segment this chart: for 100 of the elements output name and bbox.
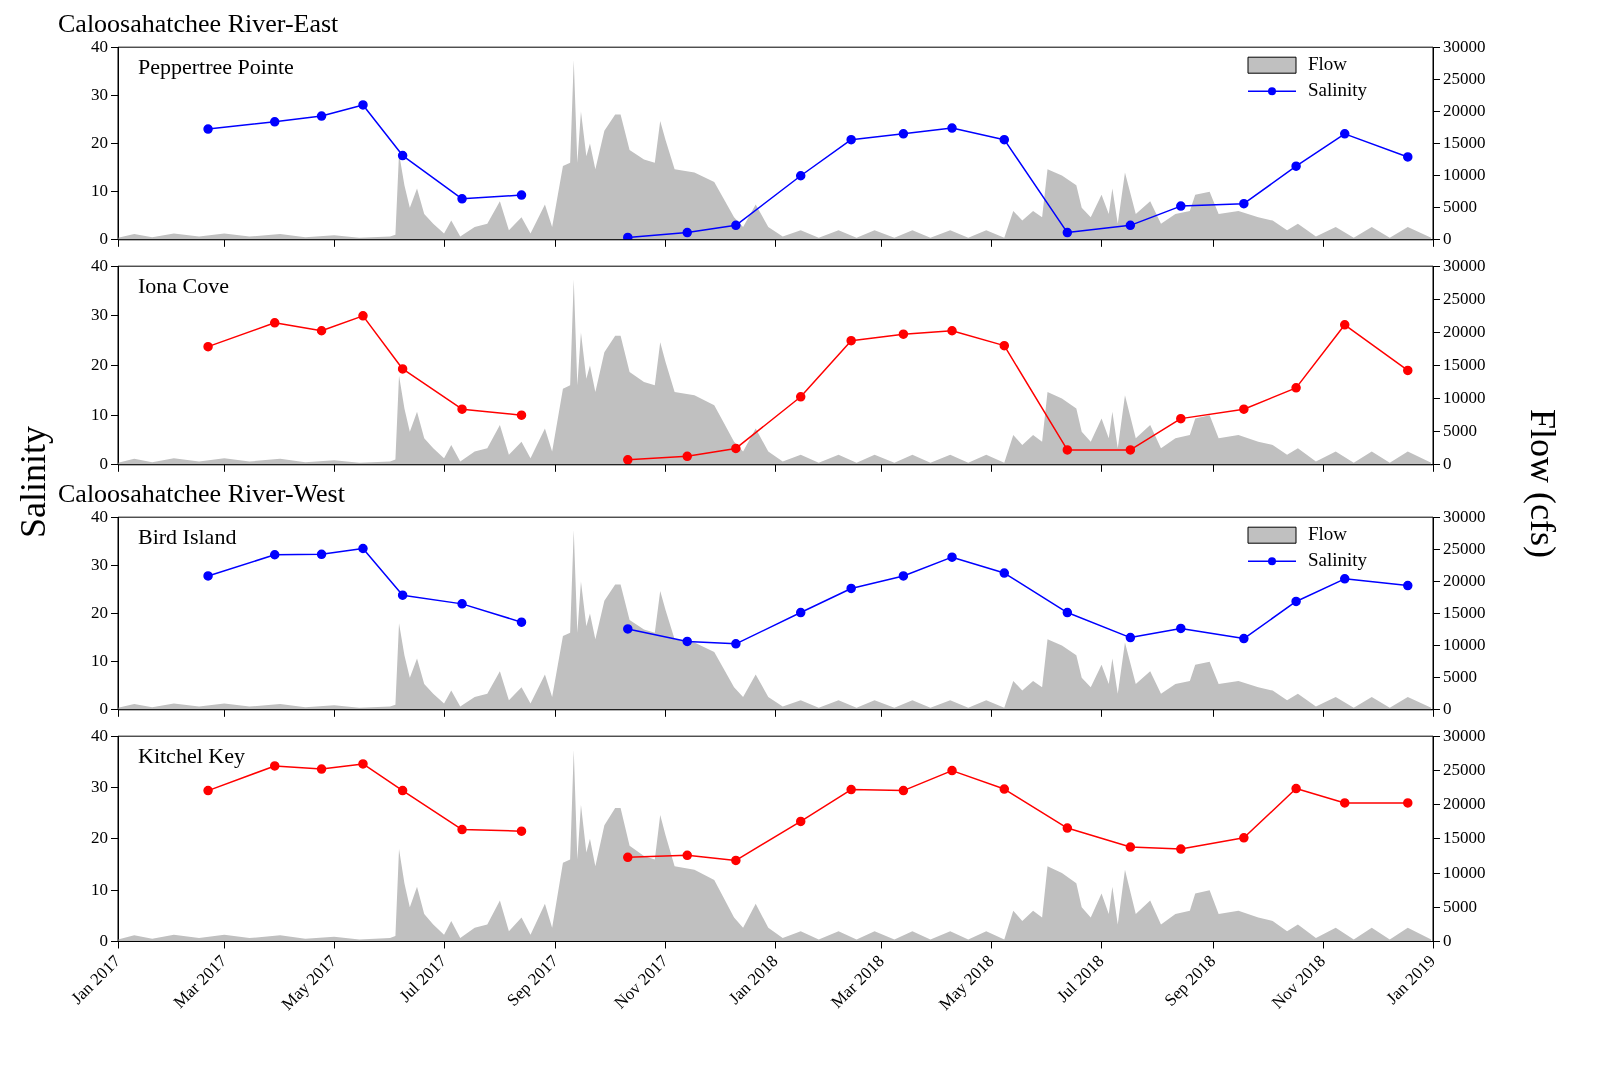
y2-tick-label: 5000 (1443, 896, 1477, 916)
point (358, 759, 368, 769)
y2-tick-label: 30000 (1443, 36, 1486, 56)
y-axis-title: Salinity (12, 425, 54, 538)
point (682, 850, 692, 861)
y-tick-label: 0 (99, 229, 108, 249)
point (999, 568, 1010, 578)
y-tick-label: 10 (91, 651, 108, 671)
point (795, 392, 806, 402)
point (316, 111, 327, 121)
y-tick-label: 40 (91, 506, 108, 526)
point (1176, 844, 1186, 854)
point (795, 171, 806, 181)
point (203, 785, 213, 796)
point (516, 410, 527, 420)
y-tick-label: 20 (91, 602, 108, 622)
point (316, 764, 327, 774)
y2-tick-label: 5000 (1443, 421, 1477, 441)
point (1125, 632, 1136, 643)
y2-tick-label: 15000 (1443, 602, 1486, 622)
point (999, 784, 1010, 794)
y2-tick-label: 20000 (1443, 321, 1486, 341)
y-tick-label: 20 (91, 132, 108, 152)
y2-tick-label: 15000 (1443, 132, 1486, 152)
chart-subtitle: Kitchel Key (138, 742, 245, 768)
point (1176, 413, 1186, 424)
point (999, 340, 1010, 351)
point (999, 134, 1010, 145)
point (1062, 445, 1073, 455)
y-tick-label: 30 (91, 84, 108, 104)
y2-tick-label: 15000 (1443, 828, 1486, 848)
y-tick-label: 40 (91, 725, 108, 745)
y-tick-label: 0 (99, 930, 108, 950)
point (682, 227, 692, 238)
point (1239, 833, 1249, 843)
y-tick-label: 20 (91, 828, 108, 848)
y2-tick-label: 25000 (1443, 538, 1486, 558)
point (1403, 798, 1413, 808)
y2-tick-label: 10000 (1443, 635, 1486, 655)
point (846, 784, 856, 795)
point (203, 124, 213, 134)
point (947, 765, 957, 776)
y2-tick-label: 0 (1443, 229, 1452, 249)
point (1339, 798, 1350, 808)
point (1339, 320, 1350, 330)
point (795, 607, 806, 618)
point (1125, 842, 1136, 852)
point (1062, 607, 1073, 618)
point (516, 617, 527, 627)
y2-tick-label: 30000 (1443, 725, 1486, 745)
point (1239, 633, 1249, 644)
y-tick-label: 20 (91, 354, 108, 374)
point (316, 326, 327, 336)
y-tick-label: 10 (91, 404, 108, 424)
y-tick-label: 0 (99, 454, 108, 474)
y-tick-label: 40 (91, 36, 108, 56)
point (623, 455, 633, 465)
point (457, 824, 467, 835)
point (623, 852, 633, 863)
y2-tick-label: 10000 (1443, 165, 1486, 185)
point (397, 364, 408, 374)
point (1239, 404, 1249, 414)
point (623, 232, 633, 240)
point (269, 761, 280, 771)
point (1291, 596, 1301, 607)
y2-tick-label: 30000 (1443, 255, 1486, 275)
y2-tick-label: 10000 (1443, 388, 1486, 408)
point (947, 552, 957, 562)
y2-tick-label: 25000 (1443, 68, 1486, 88)
y-tick-label: 10 (91, 181, 108, 201)
point (397, 590, 408, 600)
y-tick-label: 30 (91, 776, 108, 796)
point (1239, 198, 1249, 209)
y-tick-label: 40 (91, 255, 108, 275)
point (269, 117, 280, 127)
y2-tick-label: 5000 (1443, 667, 1477, 687)
point (358, 311, 368, 321)
chart-subtitle: Iona Cove (138, 272, 230, 298)
point (846, 583, 856, 594)
chart-subtitle: Bird Island (138, 523, 237, 549)
point (358, 100, 368, 110)
legend-label: Flow (1308, 523, 1348, 545)
point (1125, 445, 1136, 455)
point (203, 571, 213, 581)
point (358, 543, 368, 554)
y2-tick-label: 0 (1443, 930, 1452, 950)
point (731, 855, 741, 866)
y2-tick-label: 0 (1443, 454, 1452, 474)
point (1291, 783, 1301, 794)
y-tick-label: 30 (91, 554, 108, 574)
point (898, 785, 909, 796)
point (898, 571, 909, 581)
point (397, 150, 408, 161)
point (1339, 129, 1350, 139)
point (457, 599, 467, 609)
point (316, 549, 327, 560)
point (516, 190, 527, 200)
point (1291, 161, 1301, 171)
y-tick-label: 10 (91, 879, 108, 899)
y2-tick-label: 25000 (1443, 288, 1486, 308)
